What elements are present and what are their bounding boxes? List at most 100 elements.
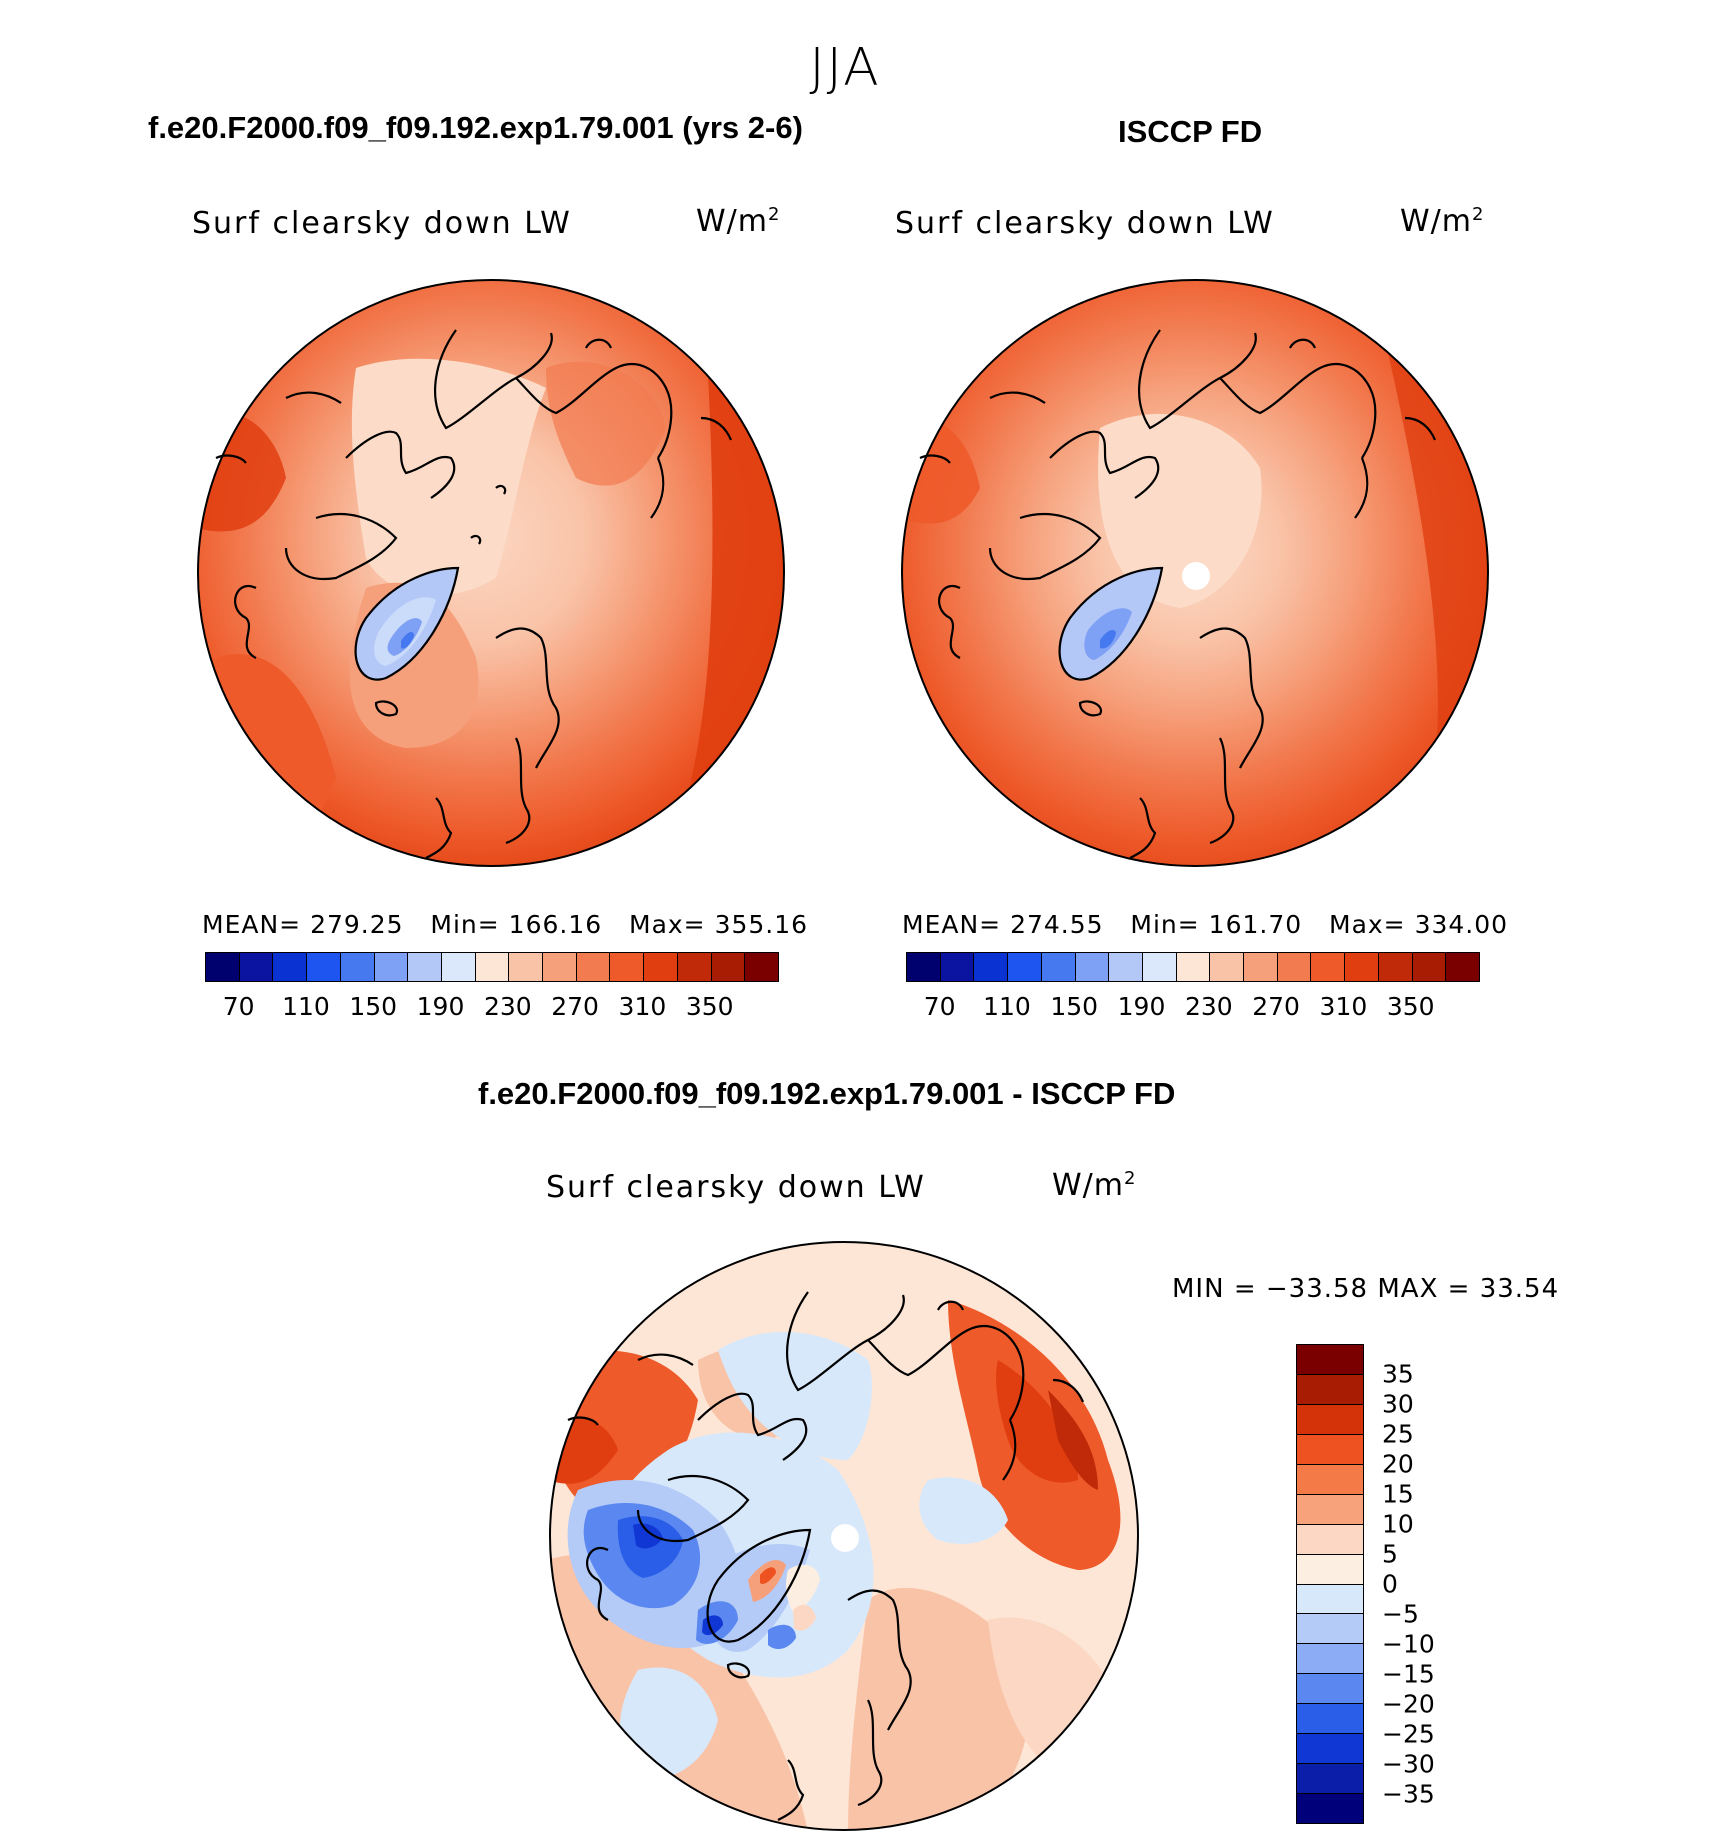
colorbar-tick-label: 190 [416, 992, 465, 1021]
colorbar-swatch [239, 953, 274, 981]
diff-variable-label: Surf clearsky down LW [546, 1170, 926, 1205]
colorbar-swatch [1297, 1494, 1363, 1525]
colorbar-swatch [1297, 1584, 1363, 1615]
colorbar-swatch [1297, 1404, 1363, 1435]
colorbar-swatch [1210, 953, 1245, 981]
season-title: JJA [809, 38, 881, 98]
colorbar-swatch [940, 953, 975, 981]
diff-minmax: MIN = −33.58 MAX = 33.54 [1172, 1274, 1560, 1304]
colorbar-swatch [1412, 953, 1447, 981]
colorbar-swatch [907, 953, 941, 981]
colorbar-tick-label: −15 [1382, 1659, 1435, 1689]
colorbar-swatch [1297, 1434, 1363, 1465]
colorbar-tick-label: 70 [923, 992, 956, 1021]
colorbar-tick-label: 270 [551, 992, 599, 1021]
colorbar-swatch [1297, 1464, 1363, 1495]
colorbar-swatch [711, 953, 746, 981]
colorbar-swatch [408, 953, 442, 981]
colorbar-tick-label: −20 [1382, 1689, 1435, 1719]
model-stats: MEAN= 279.25 Min= 166.16 Max= 355.16 [202, 910, 809, 939]
colorbar-swatch [1176, 953, 1211, 981]
colorbar-tick-label: 110 [282, 992, 330, 1021]
colorbar-swatch [1297, 1734, 1363, 1765]
colorbar-swatch [1109, 953, 1143, 981]
colorbar-swatch [1075, 953, 1110, 981]
colorbar-swatch [1378, 953, 1413, 981]
colorbar-swatch [340, 953, 375, 981]
obs-colorbar [906, 952, 1480, 982]
colorbar-tick-label: 25 [1382, 1419, 1414, 1449]
diff-colorbar [1296, 1344, 1364, 1824]
colorbar-tick-label: 15 [1382, 1479, 1414, 1509]
colorbar-swatch [273, 953, 308, 981]
colorbar-swatch [576, 953, 611, 981]
colorbar-swatch [1297, 1644, 1363, 1675]
colorbar-tick-label: 230 [1184, 992, 1233, 1021]
colorbar-swatch [677, 953, 712, 981]
colorbar-tick-label: 350 [1386, 992, 1435, 1021]
colorbar-tick-label: 190 [1117, 992, 1166, 1021]
diff-units: W/m2 [1052, 1168, 1137, 1203]
obs-stats: MEAN= 274.55 Min= 161.70 Max= 334.00 [902, 910, 1509, 939]
model-colorbar-labels: 70 110 150 190 230 270 310 350 [205, 992, 777, 1022]
colorbar-tick-label: 150 [1050, 992, 1099, 1021]
diff-case-title: f.e20.F2000.f09_f09.192.exp1.79.001 - IS… [478, 1076, 1176, 1111]
colorbar-tick-label: 270 [1252, 992, 1300, 1021]
colorbar-swatch [1244, 953, 1278, 981]
colorbar-swatch [1297, 1554, 1363, 1585]
model-variable-label: Surf clearsky down LW [192, 206, 572, 241]
colorbar-swatch [610, 953, 645, 981]
colorbar-tick-label: 20 [1382, 1449, 1414, 1479]
colorbar-tick-label: 0 [1382, 1569, 1398, 1599]
colorbar-swatch [1041, 953, 1076, 981]
colorbar-swatch [1297, 1674, 1363, 1705]
colorbar-tick-label: −30 [1382, 1749, 1435, 1779]
colorbar-swatch [509, 953, 544, 981]
colorbar-tick-label: 350 [685, 992, 734, 1021]
colorbar-tick-label: 310 [1319, 992, 1368, 1021]
colorbar-swatch [1277, 953, 1312, 981]
obs-variable-label: Surf clearsky down LW [895, 206, 1275, 241]
colorbar-swatch [1297, 1794, 1363, 1823]
colorbar-swatch [1297, 1374, 1363, 1405]
colorbar-swatch [374, 953, 409, 981]
colorbar-swatch [543, 953, 577, 981]
colorbar-tick-label: 5 [1382, 1539, 1398, 1569]
colorbar-swatch [441, 953, 476, 981]
colorbar-swatch [1446, 953, 1479, 981]
model-units: W/m2 [696, 204, 781, 239]
colorbar-swatch [1142, 953, 1177, 981]
colorbar-swatch [1297, 1345, 1363, 1375]
colorbar-tick-label: 310 [618, 992, 667, 1021]
colorbar-swatch [1311, 953, 1346, 981]
colorbar-swatch [1297, 1524, 1363, 1555]
colorbar-tick-label: 30 [1382, 1389, 1414, 1419]
model-colorbar [205, 952, 779, 982]
colorbar-tick-label: 150 [349, 992, 398, 1021]
colorbar-swatch [1008, 953, 1042, 981]
obs-polar-map [901, 279, 1489, 867]
colorbar-tick-label: 230 [483, 992, 532, 1021]
colorbar-swatch [644, 953, 678, 981]
colorbar-tick-label: −25 [1382, 1719, 1435, 1749]
colorbar-swatch [206, 953, 240, 981]
obs-colorbar-labels: 70 110 150 190 230 270 310 350 [906, 992, 1478, 1022]
colorbar-swatch [745, 953, 778, 981]
model-case-title: f.e20.F2000.f09_f09.192.exp1.79.001 (yrs… [148, 110, 803, 145]
colorbar-swatch [1297, 1614, 1363, 1645]
colorbar-swatch [974, 953, 1009, 981]
colorbar-swatch [307, 953, 341, 981]
colorbar-tick-label: −10 [1382, 1629, 1435, 1659]
model-polar-map [197, 279, 785, 867]
colorbar-tick-label: −5 [1382, 1599, 1419, 1629]
colorbar-tick-label: 10 [1382, 1509, 1414, 1539]
colorbar-swatch [1297, 1764, 1363, 1795]
diff-polar-map [549, 1241, 1139, 1831]
colorbar-swatch [1345, 953, 1379, 981]
colorbar-tick-label: 70 [222, 992, 255, 1021]
obs-units: W/m2 [1400, 204, 1485, 239]
obs-case-title: ISCCP FD [1118, 114, 1263, 149]
colorbar-tick-label: 35 [1382, 1359, 1414, 1389]
colorbar-tick-label: −35 [1382, 1779, 1435, 1809]
colorbar-tick-label: 110 [983, 992, 1031, 1021]
